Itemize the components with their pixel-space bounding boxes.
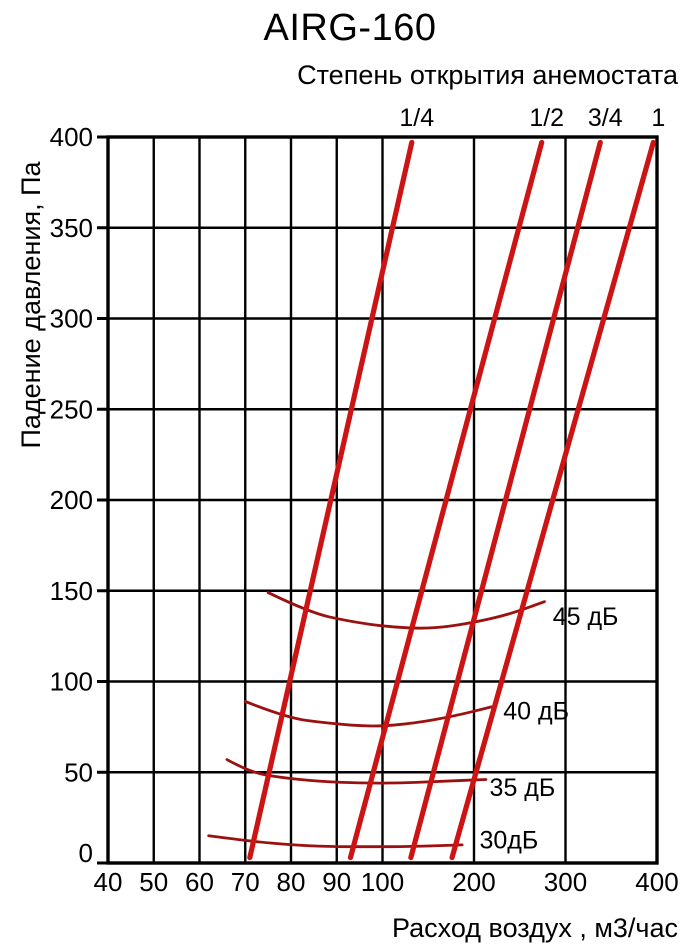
- opening-line-label: 3/4: [588, 104, 623, 132]
- opening-line: [247, 139, 415, 861]
- x-tick-label: 60: [185, 867, 214, 897]
- opening-line: [449, 139, 656, 861]
- x-tick-label: 50: [139, 867, 168, 897]
- x-tick-label: 100: [361, 867, 404, 897]
- y-tick-label: 400: [50, 122, 93, 152]
- plot-border: [106, 135, 659, 865]
- chart-subtitle: Степень открытия анемостата: [297, 60, 678, 90]
- x-tick-label: 400: [635, 867, 678, 897]
- y-tick-label: 0: [79, 838, 93, 868]
- opening-line: [347, 139, 545, 861]
- x-tick-label: 80: [277, 867, 306, 897]
- x-tick-label: 300: [544, 867, 587, 897]
- noise-curve: [225, 758, 488, 785]
- opening-line-label: 1: [651, 104, 665, 132]
- y-tick-label: 350: [50, 213, 93, 243]
- y-tick-label: 50: [64, 757, 93, 787]
- noise-curve-label: 30дБ: [479, 826, 538, 854]
- x-tick-label: 40: [94, 867, 123, 897]
- opening-line-label: 1/4: [399, 104, 434, 132]
- y-tick-label: 300: [50, 304, 93, 334]
- x-tick-label: 200: [452, 867, 495, 897]
- opening-line-label: 1/2: [529, 104, 564, 132]
- y-tick-label: 200: [50, 485, 93, 515]
- x-tick-label: 90: [322, 867, 351, 897]
- y-tick-label: 100: [50, 667, 93, 697]
- x-tick-label: 70: [231, 867, 260, 897]
- x-axis-title: Расход воздух , м3/час: [392, 913, 678, 943]
- noise-curve: [243, 700, 493, 728]
- noise-curve-label: 45 дБ: [553, 603, 619, 631]
- noise-curve-label: 40 дБ: [503, 698, 569, 726]
- noise-curve: [207, 834, 464, 849]
- noise-curve-label: 35 дБ: [490, 774, 556, 802]
- y-tick-label: 250: [50, 394, 93, 424]
- y-tick-label: 150: [50, 576, 93, 606]
- chart-title: AIRG-160: [263, 7, 437, 49]
- opening-line: [408, 139, 603, 861]
